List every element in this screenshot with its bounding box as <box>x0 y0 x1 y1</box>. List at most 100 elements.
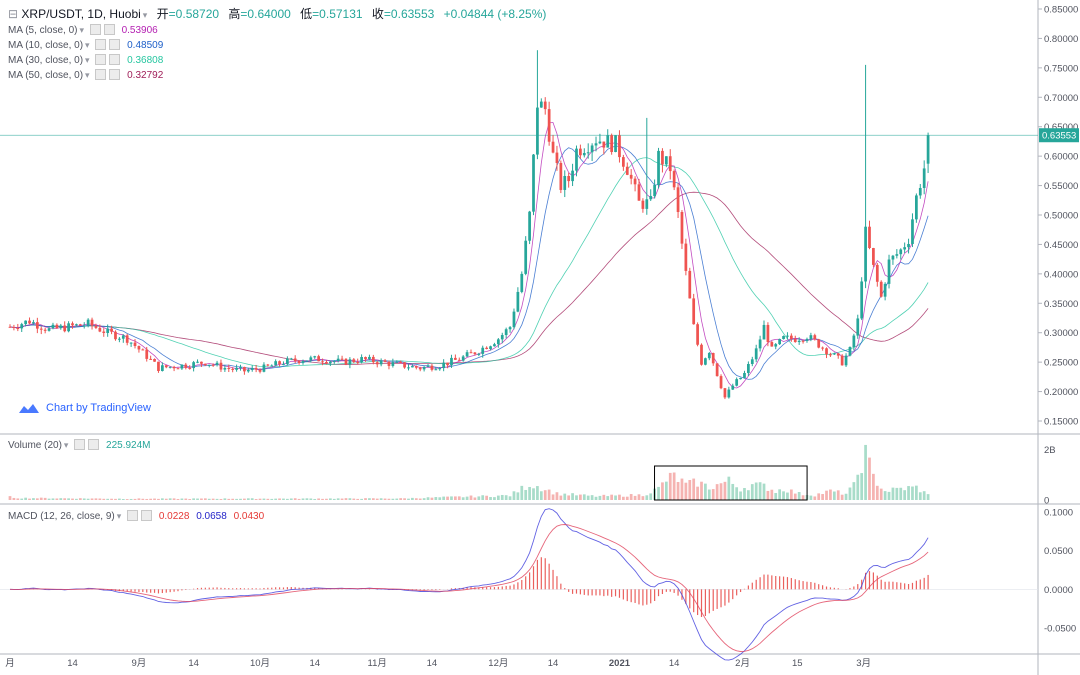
volume-bar <box>180 498 184 500</box>
volume-bar <box>176 498 180 500</box>
close-icon[interactable] <box>103 24 115 35</box>
ma10-value: 0.48509 <box>127 40 164 52</box>
candle-body <box>317 356 321 362</box>
volume-bar <box>614 495 617 500</box>
volume-legend[interactable]: Volume (20) ▾ 225.924M <box>8 439 151 451</box>
collapse-icon[interactable]: ⊟ <box>8 7 19 21</box>
settings-icon[interactable] <box>127 510 139 521</box>
candle-body <box>106 328 110 333</box>
chevron-down-icon[interactable]: ▾ <box>142 10 148 20</box>
volume-bar <box>325 498 328 500</box>
chevron-down-icon[interactable]: ▾ <box>79 25 84 36</box>
volume-bar <box>664 481 668 500</box>
ma50-legend[interactable]: MA (50, close, 0) ▾ 0.32792 <box>8 69 163 81</box>
candle-body <box>664 156 668 165</box>
volume-bar <box>20 498 24 500</box>
candle-body <box>368 356 371 360</box>
price-panel[interactable] <box>8 50 930 400</box>
chevron-down-icon[interactable]: ▾ <box>63 440 69 451</box>
volume-bar <box>485 495 488 500</box>
volume-bar <box>907 486 910 500</box>
volume-bar <box>774 492 778 500</box>
volume-bar <box>629 494 633 500</box>
time-tick-label: 2月 <box>735 658 750 669</box>
candle-body <box>180 364 184 369</box>
volume-bar <box>188 499 192 500</box>
candle-body <box>12 326 16 329</box>
volume-bar <box>125 499 129 500</box>
candle-body <box>289 358 293 360</box>
candle-body <box>211 364 215 366</box>
settings-icon[interactable] <box>95 39 107 50</box>
ma10-legend[interactable]: MA (10, close, 0) ▾ 0.48509 <box>8 39 164 52</box>
volume-bar <box>633 495 637 500</box>
candle-body <box>450 357 453 366</box>
volume-bar <box>532 488 535 500</box>
ma5-legend[interactable]: MA (5, close, 0) ▾ 0.53906 <box>8 24 158 36</box>
candle-body <box>434 369 438 371</box>
macd-tick-label: 0.0500 <box>1044 546 1073 557</box>
volume-bar <box>692 478 696 500</box>
volume-bar <box>172 498 176 500</box>
close-label: 收 <box>371 7 384 21</box>
volume-bar <box>918 492 922 500</box>
volume-bar <box>899 487 903 500</box>
volume-bar <box>368 498 371 500</box>
volume-bar <box>911 486 914 500</box>
close-icon[interactable] <box>109 69 121 80</box>
ma5-line <box>9 122 929 389</box>
close-icon[interactable] <box>109 39 121 50</box>
volume-bar <box>266 498 270 500</box>
candle-body <box>137 346 141 350</box>
last-price-label: 0.63553 <box>1042 131 1076 142</box>
close-icon[interactable] <box>141 510 153 521</box>
candle-body <box>270 365 274 367</box>
candle-body <box>286 358 289 365</box>
change-value: +0.04844 (+8.25%) <box>443 7 547 21</box>
close-icon[interactable] <box>88 439 100 450</box>
time-tick-label: 10月 <box>250 658 270 669</box>
candle-body <box>731 385 735 390</box>
candle-body <box>35 322 39 329</box>
macd-legend[interactable]: MACD (12, 26, close, 9) ▾ 0.0228 0.0658 0… <box>8 510 264 522</box>
candle-body <box>629 174 633 179</box>
candle-body <box>43 329 47 331</box>
candle-body <box>743 372 746 378</box>
candle-body <box>754 348 758 360</box>
candle-body <box>364 357 367 360</box>
candle-body <box>555 152 559 163</box>
settings-icon[interactable] <box>95 54 107 65</box>
volume-bar <box>496 495 500 500</box>
candle-body <box>55 324 59 329</box>
volume-bar <box>879 488 883 500</box>
volume-bar <box>473 497 477 500</box>
settings-icon[interactable] <box>74 439 86 450</box>
chevron-down-icon[interactable]: ▾ <box>85 40 90 51</box>
volume-panel[interactable] <box>8 444 930 501</box>
symbol-title[interactable]: XRP/USDT, 1D, Huobi <box>21 7 141 21</box>
chevron-down-icon[interactable]: ▾ <box>116 511 122 522</box>
volume-bar <box>852 482 856 500</box>
volume-bar <box>543 490 547 500</box>
macd-panel[interactable] <box>9 508 929 661</box>
volume-bar <box>59 498 63 500</box>
candle-body <box>243 366 246 372</box>
volume-bar <box>243 498 246 500</box>
settings-icon[interactable] <box>89 24 101 35</box>
chevron-down-icon[interactable]: ▾ <box>85 70 90 81</box>
volume-bar <box>71 498 74 500</box>
candle-body <box>821 347 824 349</box>
ma30-legend[interactable]: MA (30, close, 0) ▾ 0.36808 <box>8 54 163 66</box>
chevron-down-icon[interactable]: ▾ <box>85 55 90 66</box>
candle-body <box>297 360 301 363</box>
tradingview-branding[interactable]: Chart by TradingView <box>18 402 151 414</box>
candle-body <box>262 364 266 372</box>
close-icon[interactable] <box>109 54 121 65</box>
candle-body <box>168 366 172 368</box>
volume-bar <box>676 481 680 500</box>
settings-icon[interactable] <box>95 69 107 80</box>
candle-body <box>71 323 74 326</box>
volume-bar <box>274 498 278 500</box>
